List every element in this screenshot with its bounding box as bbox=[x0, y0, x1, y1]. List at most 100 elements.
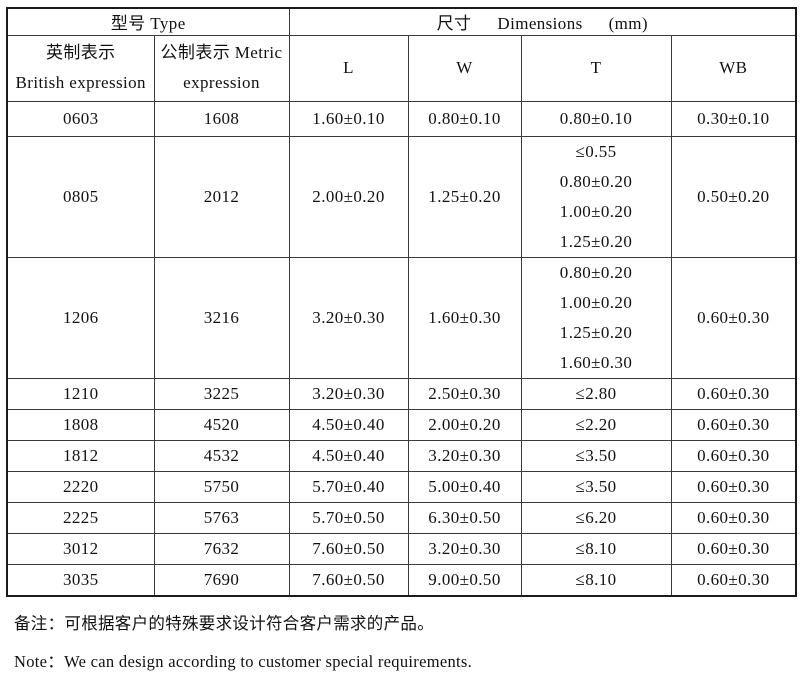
cell-wb: 0.60±0.30 bbox=[670, 256, 797, 379]
note-chinese: 备注：可根据客户的特殊要求设计符合客户需求的产品。 bbox=[14, 614, 434, 633]
table-row: 2225 5763 5.70±0.50 6.30±0.50 ≤6.20 0.60±0.30 bbox=[6, 501, 797, 534]
cell-thickness: ≤3.50 bbox=[520, 470, 672, 503]
table-row: 1206 3216 3.20±0.30 1.60±0.30 0.80±0.20 1.00±… bbox=[6, 256, 797, 379]
thickness-value-line: 0.80±0.20 bbox=[559, 171, 633, 191]
cell-wb: 0.60±0.30 bbox=[670, 439, 797, 472]
header-metric-line2: expression bbox=[183, 73, 260, 92]
cell-length: 3.20±0.30 bbox=[288, 377, 409, 410]
cell-thickness: ≤0.55 0.80±0.20 1.00±0.20 1.25±0.20 bbox=[520, 135, 672, 258]
thickness-value-line: 1.00±0.20 bbox=[559, 201, 633, 221]
cell-british-size: 3012 bbox=[6, 532, 155, 565]
cell-wb: 0.60±0.30 bbox=[670, 408, 797, 441]
dimensions-label-en: Dimensions bbox=[497, 14, 583, 34]
cell-metric-size: 3216 bbox=[153, 256, 290, 379]
cell-length: 7.60±0.50 bbox=[288, 532, 409, 565]
header-col-t: T bbox=[520, 34, 672, 102]
cell-width: 3.20±0.30 bbox=[407, 532, 522, 565]
cell-length: 4.50±0.40 bbox=[288, 408, 409, 441]
cell-wb: 0.60±0.30 bbox=[670, 470, 797, 503]
cell-thickness: ≤6.20 bbox=[520, 501, 672, 534]
header-dimensions-group: 尺寸 Dimensions (mm) bbox=[288, 7, 797, 36]
cell-length: 7.60±0.50 bbox=[288, 563, 409, 596]
cell-width: 1.25±0.20 bbox=[407, 135, 522, 258]
cell-wb: 0.60±0.30 bbox=[670, 501, 797, 534]
cell-wb: 0.50±0.20 bbox=[670, 135, 797, 258]
table-row: 1210 3225 3.20±0.30 2.50±0.30 ≤2.80 0.60±0.30 bbox=[6, 377, 797, 410]
cell-width: 5.00±0.40 bbox=[407, 470, 522, 503]
thickness-value-line: ≤3.50 bbox=[575, 445, 617, 465]
cell-wb: 0.60±0.30 bbox=[670, 532, 797, 565]
cell-british-size: 1210 bbox=[6, 377, 155, 410]
cell-metric-size: 7632 bbox=[153, 532, 290, 565]
thickness-value-line: 1.60±0.30 bbox=[559, 352, 633, 372]
cell-width: 1.60±0.30 bbox=[407, 256, 522, 379]
cell-metric-size: 7690 bbox=[153, 563, 290, 596]
cell-width: 3.20±0.30 bbox=[407, 439, 522, 472]
thickness-value-line: ≤3.50 bbox=[575, 476, 617, 496]
header-col-l: L bbox=[288, 34, 409, 102]
header-columns-row: 英制表示 British expression 公制表示 Metric expr… bbox=[6, 34, 797, 102]
cell-metric-size: 5750 bbox=[153, 470, 290, 503]
cell-length: 4.50±0.40 bbox=[288, 439, 409, 472]
cell-british-size: 2225 bbox=[6, 501, 155, 534]
header-dimensions-label: 尺寸 Dimensions (mm) bbox=[290, 9, 795, 34]
cell-british-size: 0805 bbox=[6, 135, 155, 258]
table-row: 3035 7690 7.60±0.50 9.00±0.50 ≤8.10 0.60±0.30 bbox=[6, 563, 797, 596]
cell-wb: 0.60±0.30 bbox=[670, 377, 797, 410]
header-group-row: 型号 Type 尺寸 Dimensions (mm) bbox=[6, 7, 797, 36]
thickness-value-line: ≤2.80 bbox=[575, 383, 617, 403]
table-row: 3012 7632 7.60±0.50 3.20±0.30 ≤8.10 0.60±0.30 bbox=[6, 532, 797, 565]
thickness-value-line: 0.80±0.10 bbox=[559, 108, 633, 128]
thickness-value-line: ≤8.10 bbox=[575, 538, 617, 558]
cell-metric-size: 4532 bbox=[153, 439, 290, 472]
cell-british-size: 3035 bbox=[6, 563, 155, 596]
cell-british-size: 2220 bbox=[6, 470, 155, 503]
dimensions-label-unit: (mm) bbox=[608, 14, 648, 34]
cell-width: 6.30±0.50 bbox=[407, 501, 522, 534]
thickness-value-line: 1.25±0.20 bbox=[559, 322, 633, 342]
cell-length: 2.00±0.20 bbox=[288, 135, 409, 258]
thickness-value-line: ≤0.55 bbox=[575, 141, 617, 161]
header-type-group: 型号 Type bbox=[6, 7, 290, 36]
note-english: Note：We can design according to customer… bbox=[14, 652, 473, 671]
header-british-en: British expression bbox=[15, 73, 146, 92]
cell-length: 5.70±0.40 bbox=[288, 470, 409, 503]
cell-width: 9.00±0.50 bbox=[407, 563, 522, 596]
cell-wb: 0.60±0.30 bbox=[670, 563, 797, 596]
cell-thickness: ≤8.10 bbox=[520, 563, 672, 596]
thickness-value-line: ≤6.20 bbox=[575, 507, 617, 527]
thickness-value-line: ≤8.10 bbox=[575, 569, 617, 589]
header-metric-line1: 公制表示 Metric bbox=[160, 43, 283, 62]
cell-metric-size: 3225 bbox=[153, 377, 290, 410]
table-body: 0603 1608 1.60±0.10 0.80±0.10 0.80±0.10 0.30±… bbox=[6, 100, 797, 596]
cell-metric-size: 5763 bbox=[153, 501, 290, 534]
cell-width: 0.80±0.10 bbox=[407, 100, 522, 137]
thickness-value-line: ≤2.20 bbox=[575, 414, 617, 434]
dimensions-label-cn: 尺寸 bbox=[436, 14, 472, 34]
header-metric-expression: 公制表示 Metric expression bbox=[153, 34, 290, 102]
cell-width: 2.50±0.30 bbox=[407, 377, 522, 410]
table-row: 2220 5750 5.70±0.40 5.00±0.40 ≤3.50 0.60±0.30 bbox=[6, 470, 797, 503]
cell-thickness: 0.80±0.10 bbox=[520, 100, 672, 137]
header-col-wb: WB bbox=[670, 34, 797, 102]
thickness-value-line: 0.80±0.20 bbox=[559, 262, 633, 282]
cell-thickness: ≤8.10 bbox=[520, 532, 672, 565]
cell-width: 2.00±0.20 bbox=[407, 408, 522, 441]
cell-thickness: ≤2.20 bbox=[520, 408, 672, 441]
header-british-expression: 英制表示 British expression bbox=[6, 34, 155, 102]
table-row: 1808 4520 4.50±0.40 2.00±0.20 ≤2.20 0.60±0.30 bbox=[6, 408, 797, 441]
cell-metric-size: 4520 bbox=[153, 408, 290, 441]
header-type-group-label: 型号 Type bbox=[110, 14, 186, 34]
cell-wb: 0.30±0.10 bbox=[670, 100, 797, 137]
table-row: 0805 2012 2.00±0.20 1.25±0.20 ≤0.55 0.80±0.20… bbox=[6, 135, 797, 258]
cell-length: 3.20±0.30 bbox=[288, 256, 409, 379]
table-row: 0603 1608 1.60±0.10 0.80±0.10 0.80±0.10 0.30±… bbox=[6, 100, 797, 137]
cell-british-size: 1812 bbox=[6, 439, 155, 472]
cell-length: 5.70±0.50 bbox=[288, 501, 409, 534]
cell-british-size: 1206 bbox=[6, 256, 155, 379]
cell-thickness: ≤2.80 bbox=[520, 377, 672, 410]
cell-thickness: ≤3.50 bbox=[520, 439, 672, 472]
thickness-value-line: 1.25±0.20 bbox=[559, 231, 633, 251]
thickness-value-line: 1.00±0.20 bbox=[559, 292, 633, 312]
